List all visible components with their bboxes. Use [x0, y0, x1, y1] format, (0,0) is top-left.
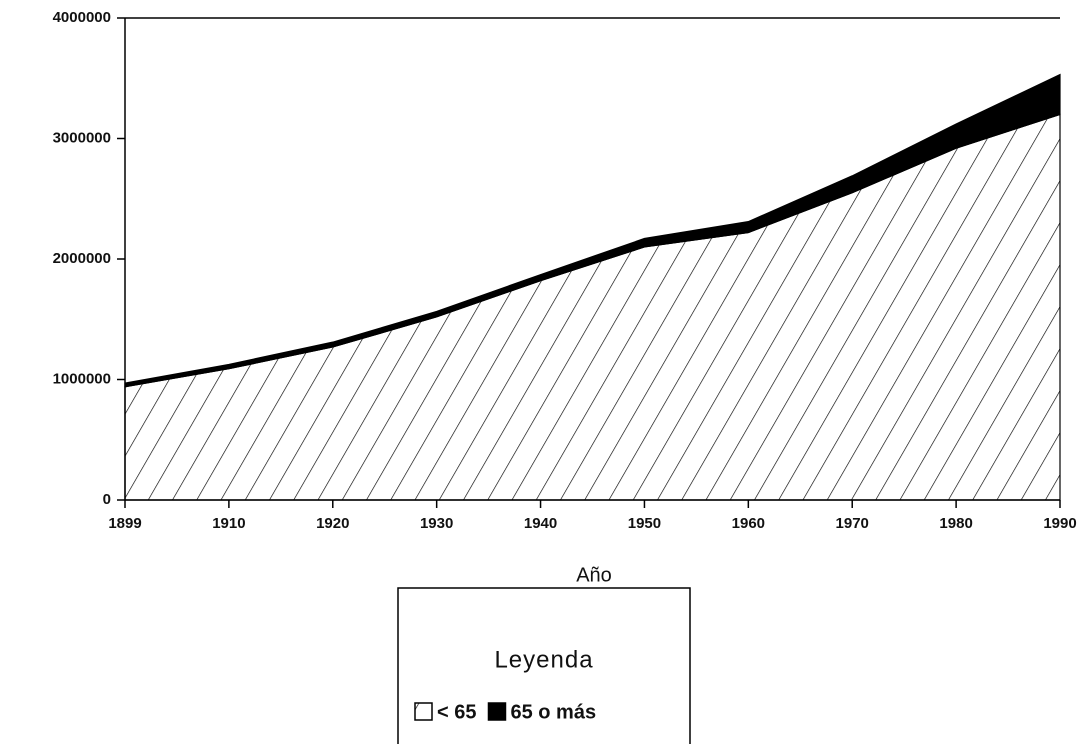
x-tick-label: 1980 [939, 515, 972, 532]
y-tick-label: 2000000 [53, 250, 111, 267]
y-tick-label: 4000000 [53, 9, 111, 26]
x-tick-label: 1950 [628, 515, 661, 532]
area [124, 73, 1061, 388]
x-tick-label: 1899 [108, 515, 141, 532]
legend-label: < 65 [437, 701, 476, 723]
legend-swatch [414, 702, 433, 721]
legend-box [397, 587, 691, 744]
x-tick-label: 1910 [212, 515, 245, 532]
legend-swatch [487, 702, 507, 721]
area [124, 113, 1061, 501]
x-tick-label: 1930 [420, 515, 453, 532]
y-tick-label: 1000000 [53, 370, 111, 387]
x-tick-label: 1970 [836, 515, 869, 532]
x-tick-label: 1960 [732, 515, 765, 532]
x-tick-label: 1920 [316, 515, 349, 532]
x-tick-label: 1990 [1043, 515, 1076, 532]
legend-label: 65 o más [510, 701, 596, 723]
legend-title: Leyenda [494, 646, 593, 673]
y-tick-label: 0 [103, 491, 111, 508]
x-axis-label: Año [576, 564, 612, 586]
y-tick-label: 3000000 [53, 129, 111, 146]
x-tick-label: 1940 [524, 515, 557, 532]
